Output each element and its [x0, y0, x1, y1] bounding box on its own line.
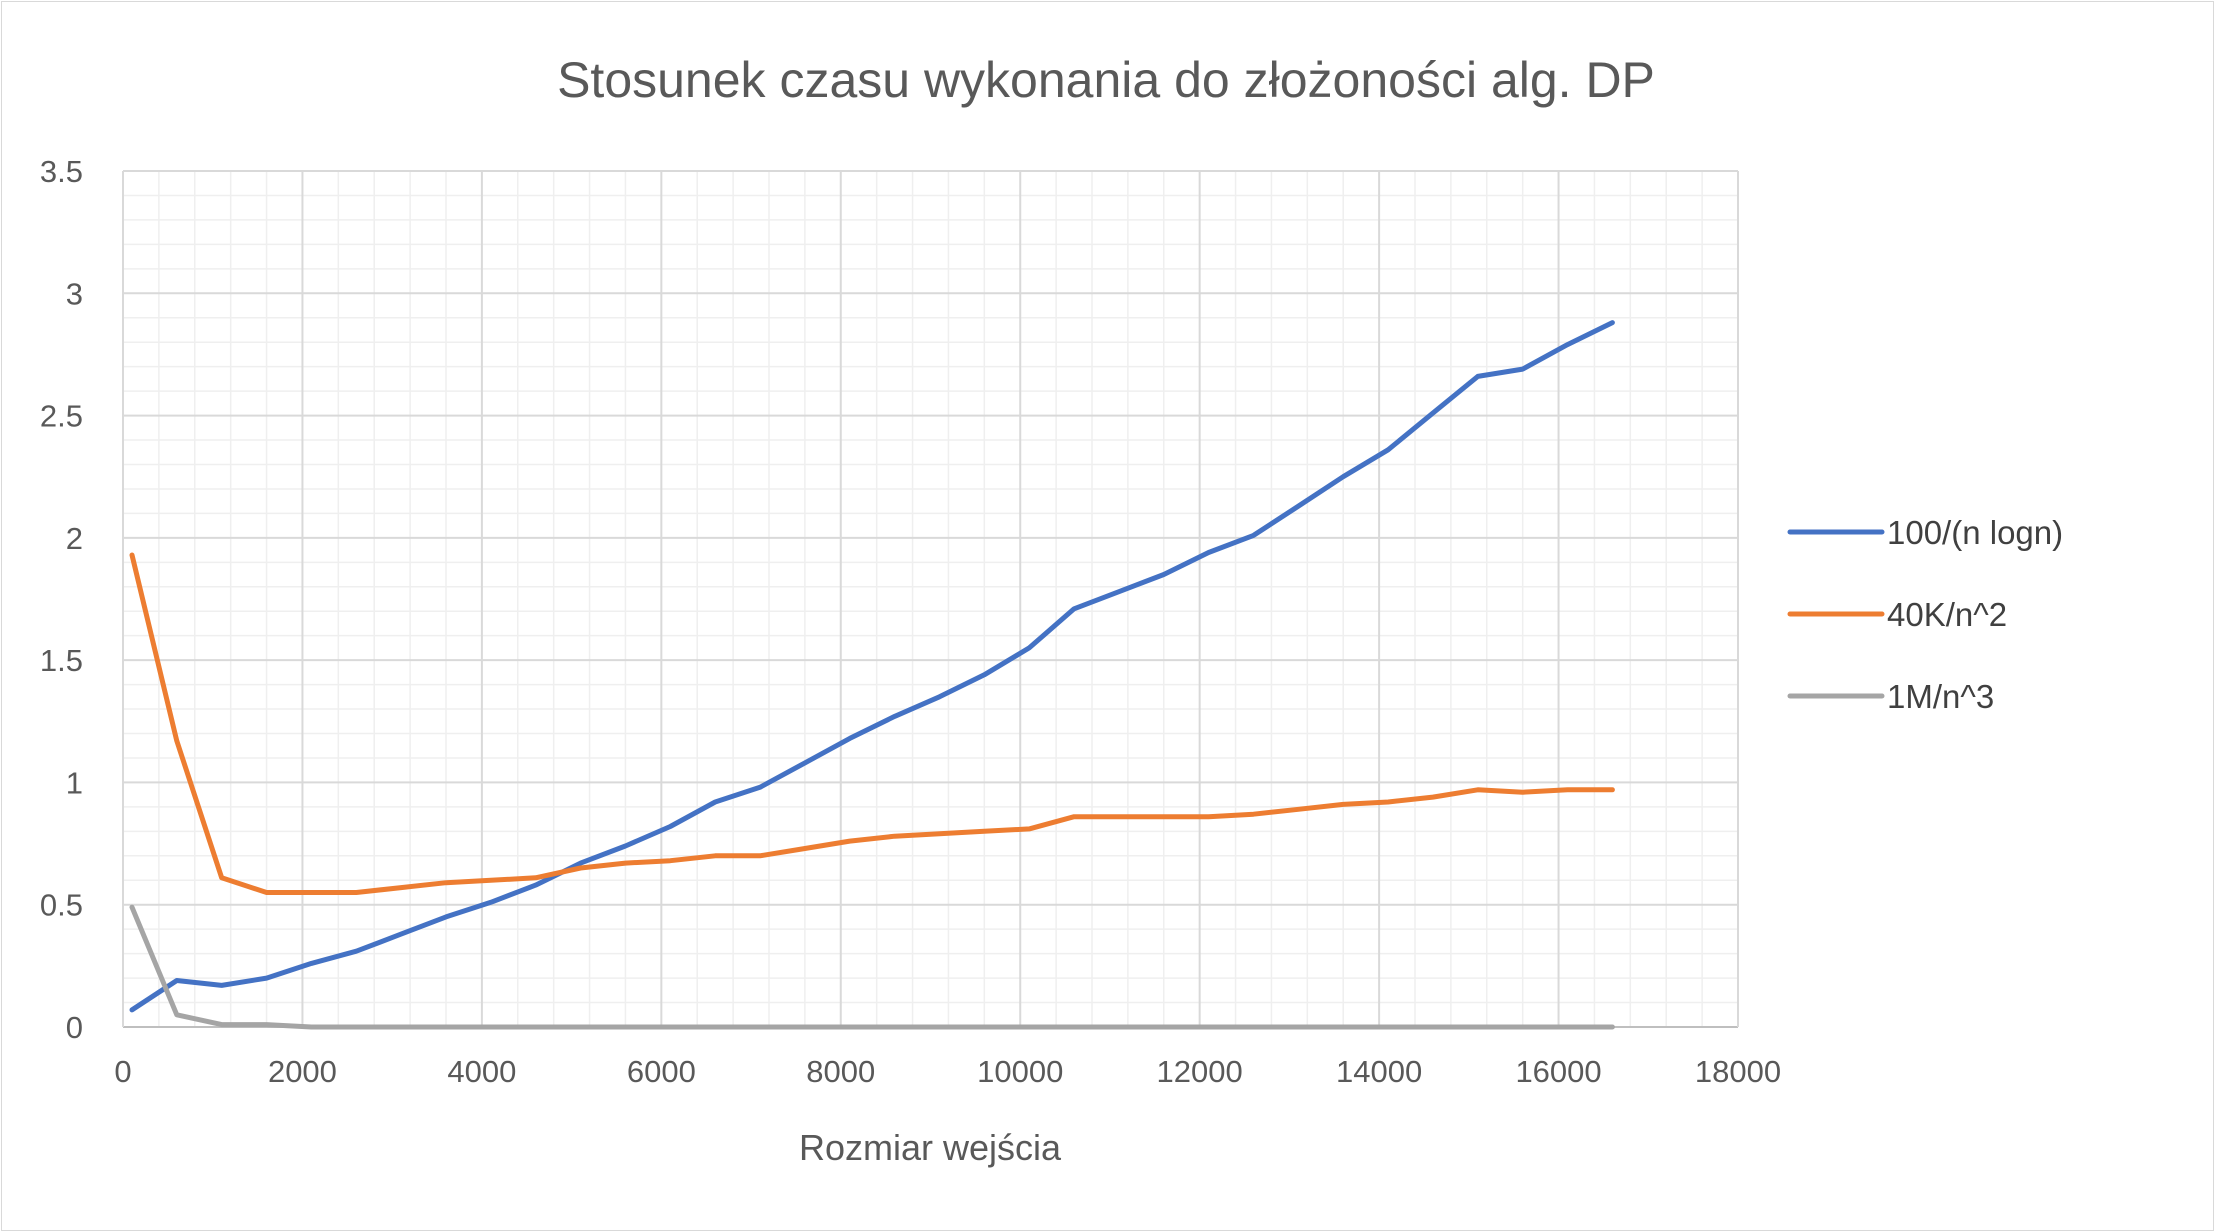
x-tick-label: 18000	[1695, 1054, 1781, 1089]
y-tick-label: 1	[66, 765, 83, 800]
y-tick-label: 0	[66, 1010, 83, 1045]
series-line-2	[129, 552, 1615, 895]
series-line-1	[129, 320, 1615, 1013]
x-tick-label: 2000	[268, 1054, 337, 1089]
y-tick-label: 3	[66, 276, 83, 311]
y-tick-label: 1.5	[40, 643, 83, 678]
y-tick-label: 2.5	[40, 399, 83, 434]
legend-label: 1M/n^3	[1887, 678, 1994, 715]
x-tick-label: 8000	[806, 1054, 875, 1089]
x-tick-label: 10000	[977, 1054, 1063, 1089]
chart-title: Stosunek czasu wykonania do złożoności a…	[557, 52, 1655, 108]
series-lines	[129, 320, 1615, 1030]
legend: 100/(n logn) 40K/n^2 1M/n^3	[1787, 514, 2063, 715]
x-tick-label: 16000	[1515, 1054, 1601, 1089]
y-tick-label: 0.5	[40, 888, 83, 923]
legend-label: 40K/n^2	[1887, 596, 2007, 633]
x-tick-label: 4000	[447, 1054, 516, 1089]
minor-gridlines	[123, 171, 1738, 1027]
y-tick-label: 2	[66, 521, 83, 556]
x-tick-label: 0	[114, 1054, 131, 1089]
x-tick-label: 12000	[1157, 1054, 1243, 1089]
x-tick-label: 6000	[627, 1054, 696, 1089]
legend-label: 100/(n logn)	[1887, 514, 2063, 551]
x-axis-ticks: 0 2000 4000 6000 8000 10000 12000 14000 16000 180…	[114, 1054, 1781, 1089]
x-axis-label: Rozmiar wejścia	[799, 1127, 1062, 1168]
major-gridlines	[122, 170, 1739, 1028]
x-tick-label: 14000	[1336, 1054, 1422, 1089]
y-tick-label: 3.5	[40, 154, 83, 189]
series-line-3	[129, 904, 1615, 1030]
y-axis-ticks: 0 0.5 1 1.5 2 2.5 3 3.5	[40, 154, 83, 1045]
